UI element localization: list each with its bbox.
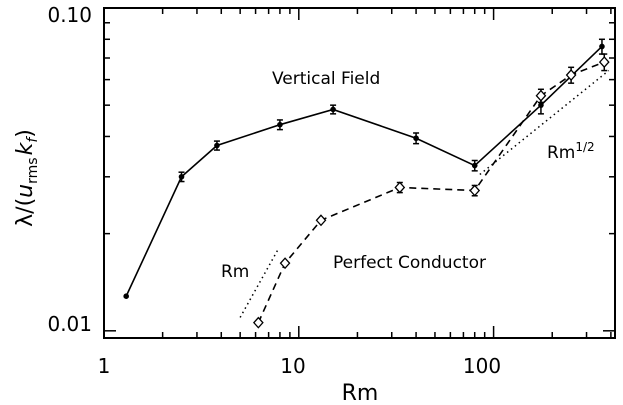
data-point — [315, 214, 327, 227]
x-tick-label: 100 — [463, 354, 501, 378]
data-point — [178, 173, 185, 180]
x-tick-label: 10 — [280, 354, 305, 378]
data-point — [469, 184, 481, 197]
x-tick-labels: 1 10 100 — [98, 354, 501, 378]
y-tick-label: 0.10 — [47, 3, 92, 27]
data-point — [252, 316, 264, 329]
annotation-perfect-conductor: Perfect Conductor — [333, 253, 486, 273]
data-point — [330, 106, 336, 113]
annotation-rm: Rm — [221, 262, 249, 282]
data-point — [535, 89, 547, 102]
x-axis-title: Rm — [342, 381, 379, 405]
data-point — [394, 181, 406, 194]
data-point — [413, 135, 419, 142]
axis-ticks — [103, 7, 615, 338]
reference-lines — [239, 69, 610, 318]
data-point — [538, 102, 544, 108]
series-line — [257, 61, 605, 323]
annotation-vertical-field: Vertical Field — [272, 69, 380, 89]
plot-frame — [103, 7, 616, 339]
data-point — [123, 293, 129, 300]
data-point — [214, 142, 220, 149]
reference-line — [239, 249, 279, 318]
data-point — [599, 43, 605, 50]
data-point — [277, 121, 283, 128]
data-point — [598, 56, 610, 69]
data-point — [279, 257, 291, 270]
reference-line — [479, 69, 610, 176]
data-point — [471, 162, 478, 169]
data-point — [565, 69, 577, 81]
y-tick-labels: 0.10 0.01 — [47, 3, 92, 336]
series-perfect-conductor — [252, 53, 610, 329]
y-axis-title: λ/(urmskf) — [13, 129, 41, 227]
data-series — [123, 38, 610, 329]
y-tick-label: 0.01 — [47, 312, 92, 336]
x-tick-label: 1 — [98, 354, 111, 378]
svg-text:λ/(urmskf): λ/(urmskf) — [13, 129, 41, 227]
annotation-rm-half: Rm1/2 — [547, 140, 595, 163]
